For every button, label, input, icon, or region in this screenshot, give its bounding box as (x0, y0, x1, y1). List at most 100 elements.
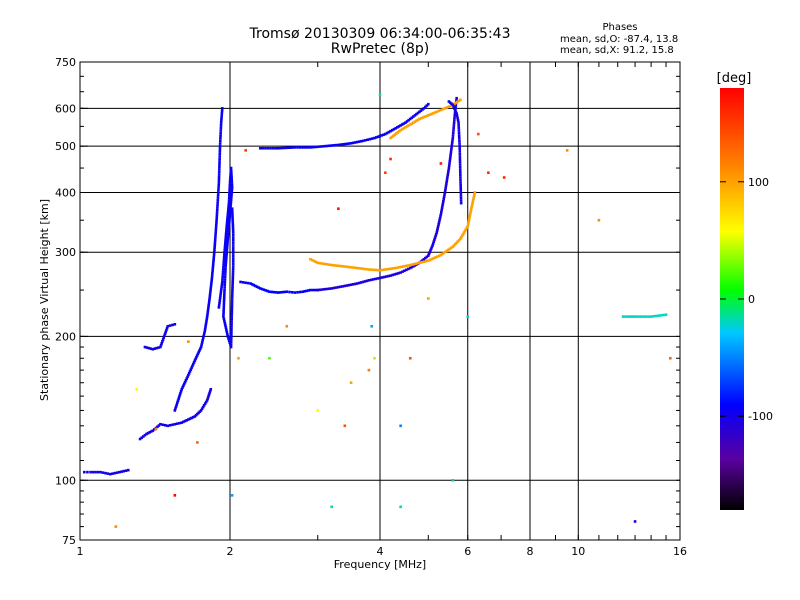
trace-point-o (407, 267, 410, 271)
trace-point-x (402, 126, 406, 130)
trace-point-x (449, 104, 453, 108)
trace-point-x (339, 264, 342, 268)
trace-point-o (446, 173, 450, 177)
trace-point-x (309, 257, 312, 261)
scatter-point (373, 356, 376, 360)
trace-point-o (228, 188, 231, 192)
trace-point-o (187, 373, 190, 377)
trace-point-o (230, 176, 233, 180)
trace-point-o (231, 214, 234, 218)
trace-point-o (223, 278, 227, 281)
scatter-point (337, 207, 340, 210)
scatter-point (230, 494, 234, 497)
trace-point-o (223, 253, 226, 256)
trace-point-o (224, 326, 228, 329)
trace-point-o (305, 289, 308, 293)
trace-point-o (218, 142, 222, 145)
trace-point-o (230, 332, 233, 336)
trace-point-o (284, 146, 287, 150)
trace-point-o (453, 116, 456, 120)
scatter-point (330, 505, 334, 509)
trace-point-x (432, 111, 435, 115)
trace-point-o (458, 139, 461, 143)
trace-point-o (189, 368, 193, 371)
scatter-point (367, 368, 371, 372)
trace-point-o (165, 326, 169, 330)
trace-point-o (330, 144, 333, 147)
trace-point-o (266, 146, 270, 150)
y-tick-label: 750 (55, 56, 76, 69)
trace-point-o (194, 357, 197, 361)
trace-point-o (229, 338, 233, 341)
trace-point-x (330, 263, 334, 267)
trace-point-o (448, 157, 452, 161)
trace-point-o (231, 216, 234, 220)
trace-point-o (229, 198, 233, 201)
trace-point-o (345, 142, 349, 146)
trace-point-x (310, 258, 314, 262)
trace-point-o (218, 301, 221, 305)
trace-point-o (451, 134, 455, 137)
trace-point-o (413, 114, 417, 117)
scatter-point (378, 93, 382, 97)
trace-point-o (231, 221, 235, 225)
trace-point-x (336, 264, 340, 268)
trace-point-o (228, 213, 232, 216)
trace-point-o (459, 176, 462, 179)
trace-point-o (225, 249, 229, 252)
trace-point-o (214, 236, 217, 239)
trace-point-o (207, 304, 210, 307)
trace-point-o (429, 247, 433, 251)
trace-point-o (215, 208, 219, 212)
trace-point-o (347, 283, 351, 287)
trace-point-o (293, 291, 297, 294)
trace-point-o (221, 273, 225, 276)
trace-point-o (359, 139, 363, 143)
trace-point-o (301, 290, 305, 294)
trace-point-o (298, 290, 302, 294)
trace-point-o (230, 186, 234, 189)
trace-point-o (203, 327, 207, 331)
trace-point-o (231, 259, 235, 263)
trace-point-o (217, 188, 220, 192)
trace-point-o (384, 132, 387, 136)
trace-point-o (207, 306, 210, 309)
trace-point-o (430, 245, 434, 249)
trace-point-o (325, 287, 329, 291)
trace-point-o (313, 288, 317, 292)
scatter-point (565, 149, 569, 152)
trace-point-o (288, 146, 292, 149)
trace-point-o (229, 340, 233, 344)
trace-point-o (161, 340, 164, 343)
trace-point-o (192, 361, 196, 364)
trace-point-x (408, 263, 412, 267)
trace-point-o (230, 183, 234, 187)
trace-point-o (223, 280, 227, 284)
trace-point-o (231, 228, 235, 232)
trace-point-o (225, 244, 229, 248)
trace-point-o (190, 366, 193, 370)
trace-point-o (216, 191, 220, 194)
trace-point-o (229, 200, 233, 204)
trace-point-o (439, 213, 443, 216)
trace-point-o (222, 258, 226, 261)
trace-point-o (231, 254, 235, 258)
trace-point-o (210, 278, 213, 282)
trace-point-o (204, 323, 208, 327)
trace-point-o (451, 103, 455, 107)
trace-point-x (318, 261, 322, 265)
trace-point-o (201, 338, 204, 342)
trace-point-o (214, 226, 218, 229)
trace-point-o (454, 104, 458, 107)
scatter-point (285, 324, 289, 328)
trace-point-x (316, 261, 320, 265)
trace-point-o (220, 287, 223, 291)
trace-point-o (204, 400, 208, 404)
trace-point-o (227, 225, 231, 228)
trace-point-o (634, 315, 638, 318)
trace-point-x (457, 238, 461, 242)
trace-point-x (445, 106, 449, 109)
trace-point-o (220, 109, 224, 113)
trace-point-o (217, 178, 221, 182)
trace-point-o (458, 142, 461, 145)
